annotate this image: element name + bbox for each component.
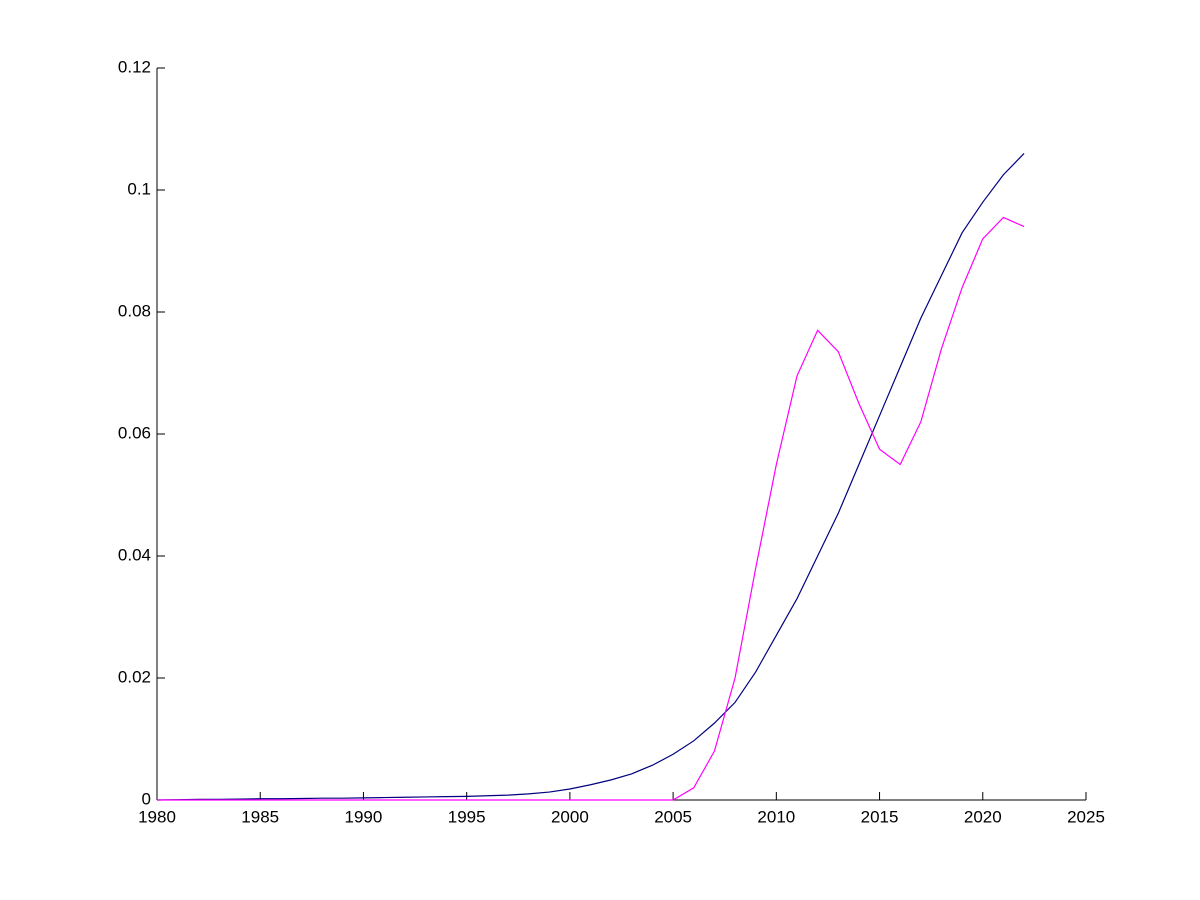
x-tick-label: 2020 [964, 807, 1002, 826]
y-tick-label: 0.08 [118, 301, 151, 320]
x-tick-label: 2015 [861, 807, 899, 826]
x-tick-label: 1985 [241, 807, 279, 826]
x-tick-label: 1980 [138, 807, 176, 826]
x-tick-label: 2010 [757, 807, 795, 826]
x-tick-label: 2005 [654, 807, 692, 826]
x-tick-label: 1990 [345, 807, 383, 826]
x-tick-label: 2000 [551, 807, 589, 826]
y-tick-label: 0.02 [118, 667, 151, 686]
line-series [157, 216, 1025, 801]
x-tick-label: 1995 [448, 807, 486, 826]
y-tick-label: 0 [142, 789, 151, 808]
y-tick-label: 0.04 [118, 545, 151, 564]
y-tick-label: 0.12 [118, 57, 151, 76]
y-tick-label: 0.1 [127, 179, 151, 198]
line-series [156, 152, 1025, 801]
x-tick-label: 2025 [1067, 807, 1105, 826]
y-tick-label: 0.06 [118, 423, 151, 442]
